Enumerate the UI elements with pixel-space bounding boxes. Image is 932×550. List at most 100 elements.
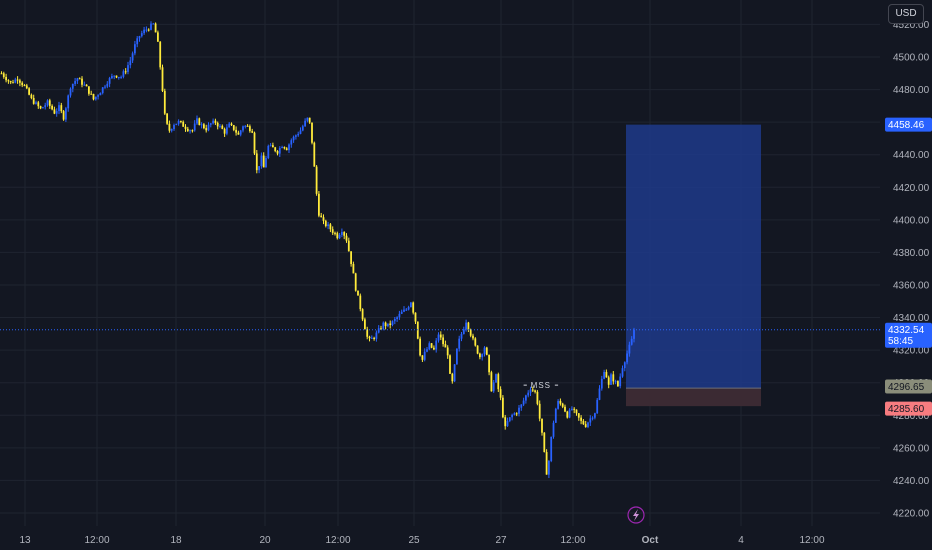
- candle: [147, 28, 150, 32]
- candle: [338, 233, 341, 239]
- candle: [582, 419, 585, 425]
- candle-body: [290, 140, 293, 145]
- time-axis[interactable]: 13 12:00 18 20 12:00 25 27 12:00 Oct 4 12:00: [19, 535, 825, 546]
- candle-body: [244, 125, 247, 127]
- candle-body: [30, 94, 33, 99]
- candle-body: [51, 105, 53, 110]
- candle: [242, 125, 244, 133]
- candle-body: [621, 368, 624, 377]
- candle: [12, 79, 14, 84]
- candle-body: [600, 378, 603, 389]
- stop-price-badge: 4285.60: [885, 401, 932, 416]
- position-zones[interactable]: [626, 124, 761, 407]
- candle-body: [552, 422, 555, 437]
- candle-body: [529, 389, 532, 393]
- candle: [0, 71, 3, 75]
- candle-body: [531, 389, 534, 391]
- candle: [435, 338, 438, 353]
- candle-body: [129, 60, 132, 66]
- candle: [320, 212, 323, 218]
- candle: [140, 30, 143, 38]
- last-price-badge-bg: [885, 322, 932, 348]
- candle-body: [28, 88, 30, 95]
- candle: [39, 105, 42, 110]
- candle-body: [522, 400, 525, 405]
- candle: [603, 369, 605, 380]
- candle: [617, 380, 619, 387]
- candle-body: [97, 95, 99, 97]
- candle-body: [276, 151, 279, 154]
- candle: [407, 305, 410, 311]
- candle-body: [182, 121, 185, 127]
- lightning-icon-ring[interactable]: [627, 506, 645, 524]
- candle: [290, 138, 293, 148]
- candle-body: [115, 75, 118, 78]
- candle-body: [433, 347, 435, 350]
- candle-body: [515, 413, 518, 415]
- candle: [545, 449, 548, 475]
- candle: [536, 390, 539, 406]
- candle: [525, 394, 527, 404]
- annotations[interactable]: MSS: [523, 381, 559, 390]
- candle: [345, 233, 348, 243]
- candle-body: [375, 332, 378, 339]
- candle: [488, 354, 490, 376]
- candle: [591, 416, 594, 421]
- candle-body: [177, 120, 180, 124]
- candle-body: [147, 29, 150, 31]
- candle-body: [435, 340, 438, 350]
- candle-body: [81, 78, 83, 85]
- candle: [472, 333, 474, 341]
- candle-body: [166, 113, 168, 124]
- candles: [0, 21, 635, 479]
- candle: [53, 106, 56, 115]
- lightning-icon[interactable]: [627, 506, 645, 524]
- x-tick-label: 4: [738, 535, 744, 546]
- candle-body: [467, 322, 470, 330]
- candle-body: [92, 93, 95, 100]
- candle: [393, 316, 396, 325]
- candle-body: [582, 420, 585, 425]
- candle: [449, 354, 451, 375]
- candle: [168, 120, 171, 133]
- candle-body: [403, 309, 405, 312]
- candle-body: [577, 413, 580, 418]
- candle-body: [347, 240, 350, 252]
- candle: [453, 364, 456, 383]
- candle-body: [573, 408, 576, 410]
- candle: [398, 310, 401, 320]
- candle: [23, 84, 26, 87]
- candle-body: [626, 353, 628, 363]
- mss-label[interactable]: MSS: [531, 381, 551, 390]
- candle-body: [352, 263, 355, 274]
- candle: [621, 365, 624, 378]
- candle-body: [274, 147, 277, 152]
- candle: [113, 75, 116, 80]
- target-zone[interactable]: [626, 124, 761, 389]
- candle-body: [623, 362, 626, 369]
- candle-body: [297, 133, 300, 136]
- target-price-badge-text: 4458.46: [888, 120, 925, 131]
- candle-body: [39, 106, 42, 109]
- candle: [71, 83, 74, 93]
- candle-body: [589, 418, 592, 423]
- candle: [357, 290, 359, 296]
- price-axis[interactable]: 4220.004240.004260.004280.004300.004320.…: [893, 20, 930, 520]
- candle-body: [301, 126, 304, 131]
- candle: [497, 372, 500, 393]
- candle-body: [219, 125, 221, 127]
- candle-body: [12, 82, 14, 84]
- candle: [557, 399, 559, 410]
- candle: [336, 231, 339, 240]
- candle-body: [152, 23, 155, 25]
- stop-zone[interactable]: [626, 388, 761, 407]
- currency-button[interactable]: USD: [888, 4, 924, 24]
- candle: [295, 134, 297, 140]
- candle: [522, 397, 525, 407]
- candle: [626, 350, 628, 365]
- candle: [331, 226, 334, 235]
- candle: [101, 87, 104, 95]
- candle: [329, 223, 332, 233]
- candle: [628, 341, 631, 357]
